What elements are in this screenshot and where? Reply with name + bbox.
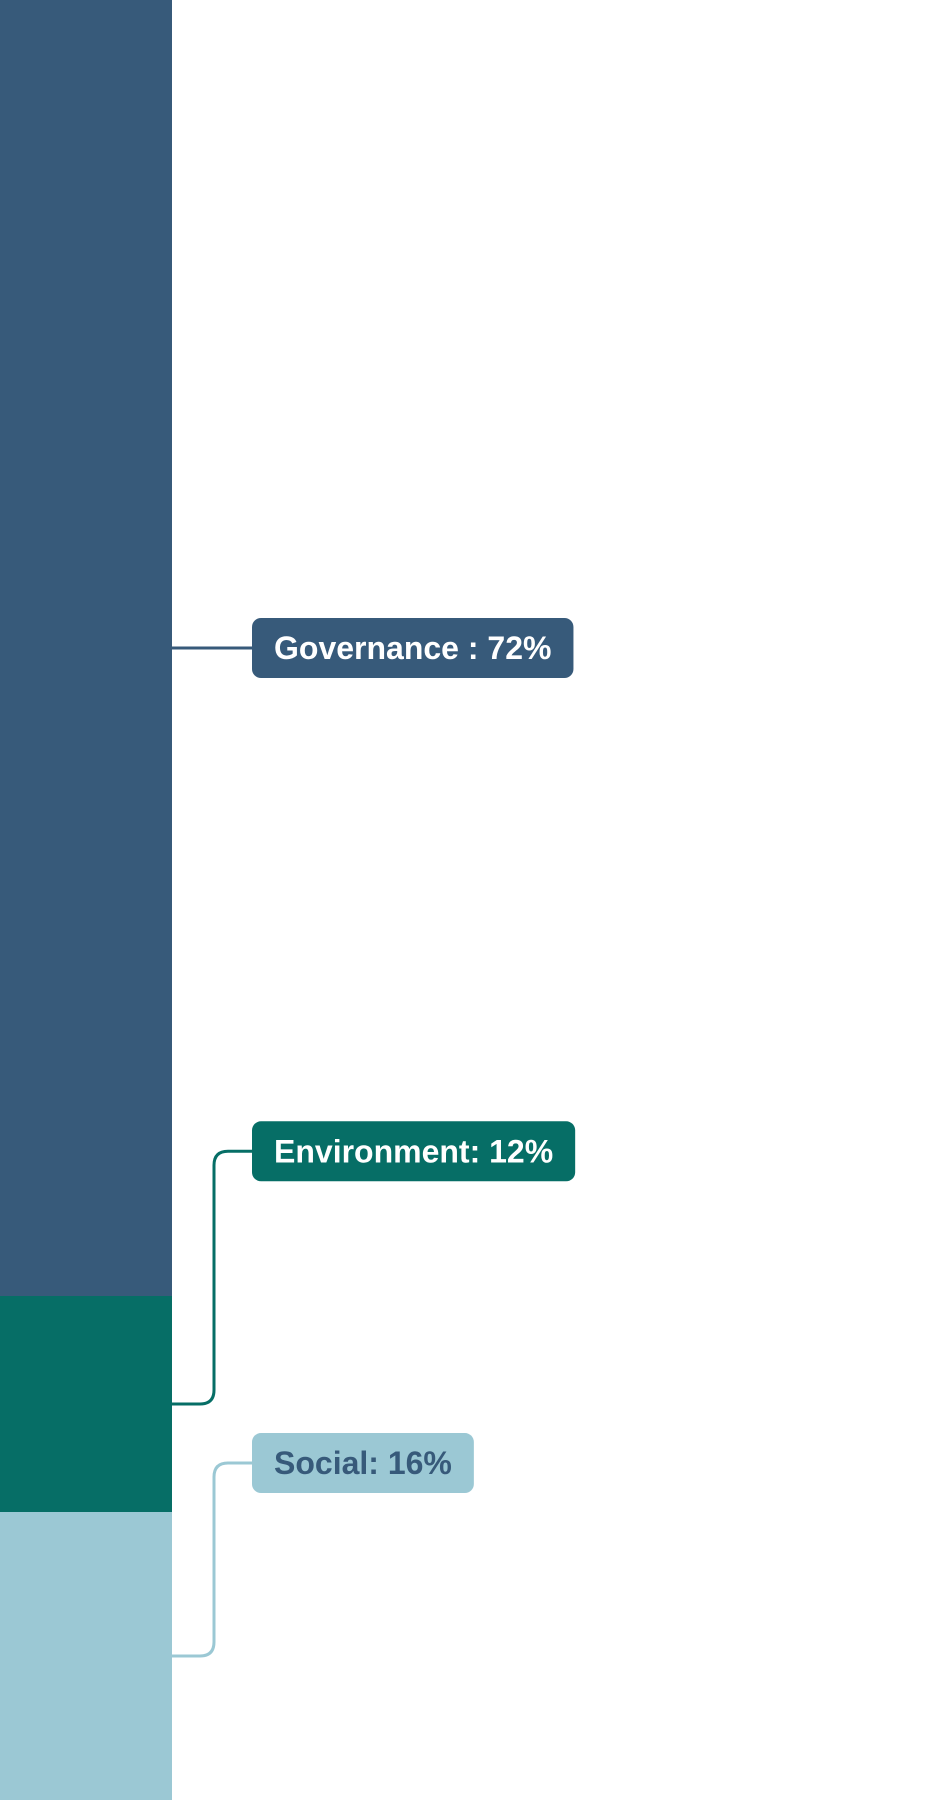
label-box-governance bbox=[252, 618, 574, 678]
connector-social bbox=[172, 1461, 252, 1658]
label-box-social bbox=[252, 1433, 474, 1494]
label-environment: Environment: 12% bbox=[252, 1121, 576, 1182]
bar-segment-environment bbox=[0, 1296, 172, 1512]
label-governance: Governance : 72% bbox=[252, 618, 574, 678]
label-text-governance: Governance : 72% bbox=[274, 630, 551, 666]
bar-segment-social bbox=[0, 1512, 172, 1800]
connector-environment bbox=[172, 1149, 252, 1406]
bar-segment-governance bbox=[0, 0, 172, 1296]
label-text-social: Social: 16% bbox=[274, 1445, 452, 1481]
label-text-environment: Environment: 12% bbox=[274, 1133, 553, 1169]
label-box-environment bbox=[252, 1121, 576, 1182]
label-social: Social: 16% bbox=[252, 1433, 474, 1494]
